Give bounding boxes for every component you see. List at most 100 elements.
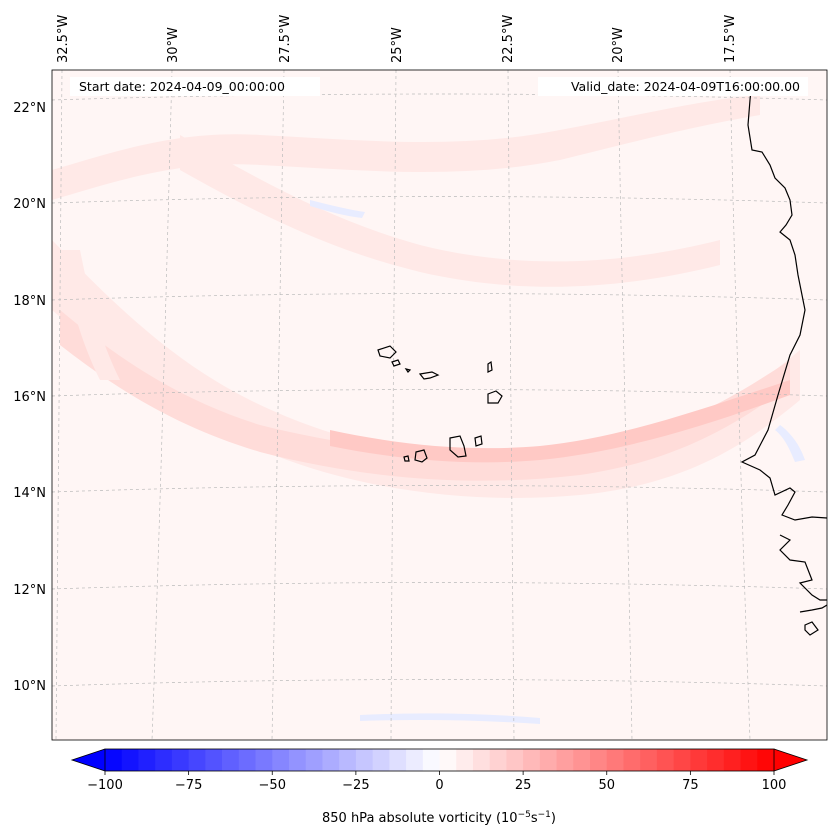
coastlines — [377, 79, 827, 636]
meridian-20w — [617, 70, 633, 740]
colorbar-cell — [456, 749, 474, 771]
island-brava — [403, 455, 410, 462]
colorbar-cell — [539, 749, 557, 771]
colorbar-cell — [105, 749, 123, 771]
vorticity-band-northern — [52, 95, 760, 200]
colorbar-label: 850 hPa absolute vorticity (10−5s−1) — [322, 810, 556, 826]
colorbar-cell — [288, 749, 307, 771]
lat-label: 16°N — [13, 390, 46, 405]
colorbar-label-end: ) — [551, 811, 556, 826]
island-santiago — [449, 435, 467, 458]
colorbar-cell — [155, 749, 173, 771]
colorbar-cell — [406, 749, 424, 771]
colorbar-cell — [322, 749, 340, 771]
lat-label: 12°N — [13, 583, 46, 598]
meridian-22-5w — [507, 70, 515, 740]
colorbar-cell — [138, 749, 156, 771]
parallel-20n — [52, 196, 827, 204]
colorbar-cell — [339, 749, 357, 771]
valid-date-box — [538, 77, 808, 96]
vorticity-band-arc-inner — [60, 310, 790, 481]
colorbar-tick-label: −75 — [175, 778, 202, 793]
parallel-12n — [52, 582, 827, 590]
colorbar-cell — [439, 749, 457, 771]
africa-coastline — [740, 79, 827, 636]
lon-label: 32.5°W — [56, 15, 71, 63]
colorbar-cell — [690, 749, 708, 771]
colorbar-tick-label: 75 — [682, 778, 699, 793]
island-sao-nicolau — [418, 371, 440, 380]
vorticity-band-upper-arc — [180, 135, 720, 287]
vorticity-band-west — [60, 250, 120, 380]
vorticity-negative-patch — [310, 200, 365, 218]
parallel-10n — [52, 679, 827, 687]
colorbar-cell — [372, 749, 390, 771]
valid-date-text: Valid_date: 2024-04-09T16:00:00.00 — [571, 79, 800, 94]
meridian-25w — [390, 70, 397, 740]
colorbar-tick-label: 0 — [435, 778, 443, 793]
island-maio — [474, 435, 483, 447]
colorbar-label-exp2: −1 — [538, 810, 551, 820]
colorbar-tick-label: 25 — [515, 778, 532, 793]
parallel-16n — [52, 389, 827, 397]
colorbar-cell — [205, 749, 223, 771]
vorticity-shading — [52, 95, 805, 724]
colorbar-tick-label: 100 — [762, 778, 787, 793]
lon-label: 17.5°W — [723, 15, 738, 63]
island-sao-vicente — [391, 359, 401, 367]
colorbar-cell — [472, 749, 491, 771]
meridian-32-5w — [55, 70, 63, 740]
latitude-labels: 22°N 20°N 18°N 16°N 14°N 12°N 10°N — [13, 101, 46, 694]
parallel-22n — [52, 93, 827, 101]
colorbar-cell — [623, 749, 641, 771]
lat-label: 22°N — [13, 101, 46, 116]
lon-label: 27.5°W — [278, 15, 293, 63]
colorbar: −100 −75 −50 −25 0 25 50 75 100 850 hPa absolute… — [70, 748, 809, 826]
colorbar-cell — [238, 749, 256, 771]
start-date-box — [70, 77, 320, 96]
colorbar-label-mid: s — [531, 811, 538, 826]
meridian-30w — [151, 70, 173, 740]
map-frame — [51, 69, 828, 741]
colorbar-cells — [105, 749, 775, 771]
colorbar-cell — [489, 749, 507, 771]
map-panel — [52, 70, 827, 740]
lat-label: 10°N — [13, 679, 46, 694]
colorbar-tick-label: −25 — [342, 778, 369, 793]
colorbar-label-main: 850 hPa absolute vorticity (10 — [322, 811, 518, 826]
colorbar-cell — [606, 749, 624, 771]
colorbar-cell — [740, 749, 758, 771]
colorbar-cell — [355, 749, 374, 771]
colorbar-cell — [707, 749, 725, 771]
colorbar-cell — [272, 749, 290, 771]
island-boa-vista — [487, 390, 503, 404]
lon-label: 25°W — [390, 27, 405, 63]
colorbar-extend-min — [72, 749, 105, 771]
colorbar-tick-label: −50 — [259, 778, 286, 793]
colorbar-cell — [673, 749, 691, 771]
colorbar-ticks: −100 −75 −50 −25 0 25 50 75 100 — [87, 771, 786, 793]
island-fogo — [414, 449, 428, 463]
meridian-27-5w — [271, 70, 285, 740]
meridian-17-5w — [729, 70, 751, 740]
colorbar-tick-label: 50 — [598, 778, 615, 793]
colorbar-cell — [640, 749, 658, 771]
colorbar-extend-min-outline — [70, 748, 106, 772]
colorbar-cell — [656, 749, 675, 771]
island-sal — [487, 360, 493, 373]
colorbar-cell — [188, 749, 206, 771]
vorticity-negative-patch — [360, 713, 540, 724]
colorbar-cell — [523, 749, 541, 771]
longitude-labels: 32.5°W 30°W 27.5°W 25°W 22.5°W 20°W 17.5… — [56, 15, 738, 63]
colorbar-extend-max-outline — [773, 748, 809, 772]
colorbar-cell — [121, 749, 139, 771]
lon-label: 20°W — [611, 27, 626, 63]
colorbar-cell — [222, 749, 240, 771]
colorbar-cell — [305, 749, 323, 771]
lon-label: 30°W — [166, 27, 181, 63]
colorbar-cell — [723, 749, 741, 771]
lat-label: 18°N — [13, 294, 46, 309]
parallel-18n — [52, 293, 827, 301]
vorticity-negative-patch — [775, 425, 805, 462]
